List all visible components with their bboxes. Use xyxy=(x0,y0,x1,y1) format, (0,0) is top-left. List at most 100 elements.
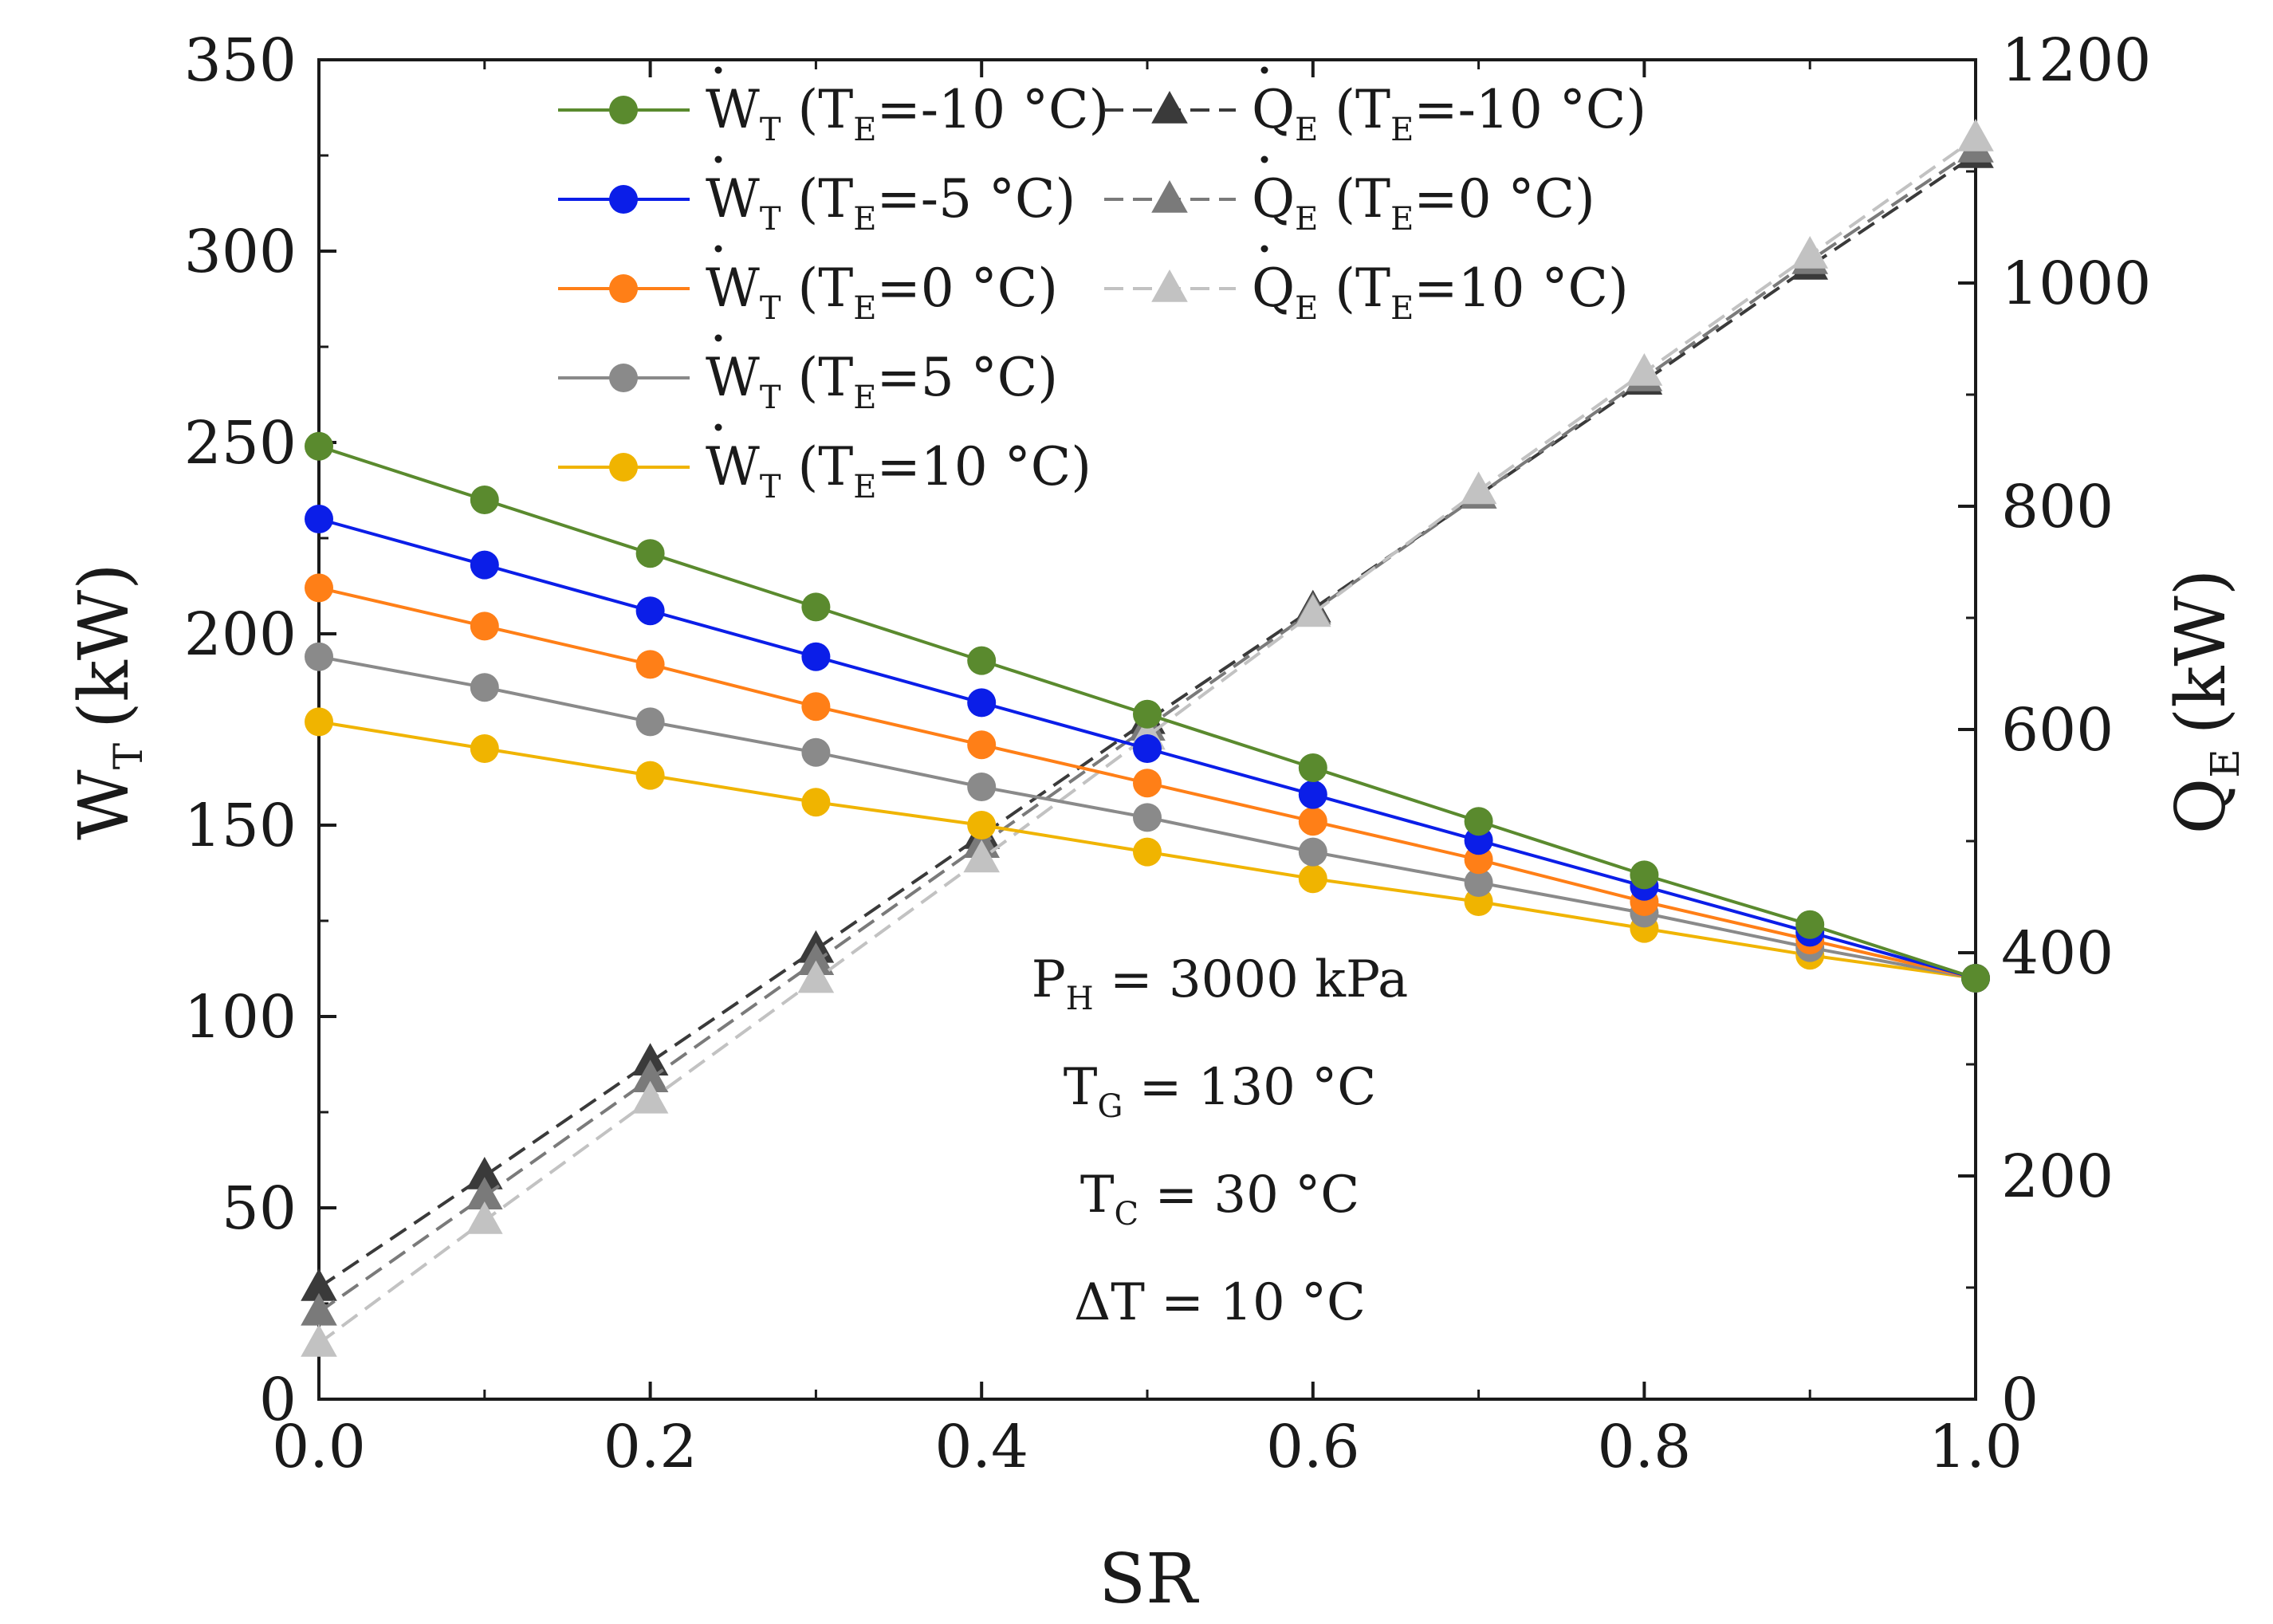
x-tick-label: 0.6 xyxy=(1266,1413,1360,1481)
legend-dot-accent xyxy=(714,155,722,163)
data-point xyxy=(301,1268,337,1301)
data-point xyxy=(1795,910,1825,939)
legend-label-part: T xyxy=(760,112,781,148)
y-left-tick-label: 250 xyxy=(184,409,297,478)
legend-marker xyxy=(609,364,638,392)
data-point xyxy=(301,1292,337,1326)
data-point xyxy=(466,1157,503,1189)
svg-text:WT(kW): WT (kW) xyxy=(65,563,151,840)
data-point xyxy=(1298,753,1327,782)
series-line xyxy=(317,153,1977,1289)
legend-label: QE (TE=10 °C) xyxy=(1252,258,1629,327)
data-point xyxy=(1957,119,1994,151)
data-point xyxy=(967,730,997,760)
data-point xyxy=(631,1080,669,1114)
legend: WT (TE=-10 °C)WT (TE=-5 °C)WT (TE=0 °C)W… xyxy=(558,66,1646,505)
legend-label-part: =10 °C) xyxy=(876,436,1091,497)
y-right-tick-label: 1200 xyxy=(2001,26,2151,95)
data-point xyxy=(470,734,499,763)
legend-dot-accent xyxy=(1260,245,1268,253)
annotation-base: P xyxy=(1032,950,1066,1009)
y-right-title-sub: E xyxy=(2202,749,2248,778)
y-right-tick-label: 400 xyxy=(2001,919,2114,988)
data-point xyxy=(305,573,333,603)
legend-entry-4: WT (TE=10 °C) xyxy=(558,423,1091,505)
legend-label-part: T xyxy=(760,379,781,416)
legend-marker xyxy=(1151,269,1188,302)
legend-label-part: =5 °C) xyxy=(876,347,1058,408)
legend-label-part: =-10 °C) xyxy=(1414,79,1646,140)
legend-label-part: E xyxy=(853,379,876,416)
legend-label-part: E xyxy=(1390,201,1414,238)
legend-label-part: E xyxy=(853,201,876,238)
data-point xyxy=(967,646,997,675)
x-tick-label: 0.0 xyxy=(272,1413,366,1481)
y-right-title-base: Q xyxy=(2161,778,2241,835)
data-point xyxy=(635,596,665,626)
legend-label-part: E xyxy=(1295,290,1318,327)
data-point xyxy=(801,788,831,817)
data-point xyxy=(466,1177,503,1209)
data-point xyxy=(635,650,665,679)
legend-label-part: E xyxy=(1295,201,1318,238)
legend-marker xyxy=(609,185,638,214)
series-3 xyxy=(305,642,1990,993)
data-point xyxy=(631,1043,669,1075)
legend-entry-2: WT (TE=0 °C) xyxy=(558,245,1058,327)
data-point xyxy=(1133,734,1162,763)
y-axis-right-title: QE (kW) xyxy=(2161,569,2248,835)
legend-dot-accent xyxy=(714,66,722,74)
y-left-title-base: W xyxy=(65,769,144,840)
legend-label-part: E xyxy=(853,112,876,148)
y-right-tick-label: 1000 xyxy=(2001,250,2151,318)
condition-annotation: PH = 3000 kPa xyxy=(1032,950,1409,1017)
data-point xyxy=(963,840,1000,873)
y-left-tick-label: 300 xyxy=(184,218,297,286)
annotation-base: T xyxy=(1080,1166,1115,1225)
legend-dot-accent xyxy=(714,334,722,342)
data-point xyxy=(1133,803,1162,832)
data-point xyxy=(301,1324,337,1357)
legend-entry-7: QE (TE=10 °C) xyxy=(1104,245,1629,327)
data-point xyxy=(1298,864,1327,894)
data-point xyxy=(470,611,499,641)
series-0 xyxy=(305,431,1990,993)
data-point xyxy=(470,673,499,702)
legend-label-part: E xyxy=(853,469,876,505)
series-1 xyxy=(305,505,1990,993)
legend-label-part: (T xyxy=(1318,168,1390,230)
legend-label-part: =0 °C) xyxy=(1414,168,1595,230)
series-layer xyxy=(301,119,1994,1357)
legend-label-part: Q xyxy=(1252,79,1295,140)
data-point xyxy=(1464,868,1493,897)
annotation-sub: C xyxy=(1115,1196,1139,1233)
data-point xyxy=(1460,471,1497,505)
legend-label-part: E xyxy=(1390,112,1414,148)
legend-label-part: T xyxy=(760,290,781,327)
y-left-tick-label: 100 xyxy=(184,983,297,1052)
legend-label-part: Q xyxy=(1252,258,1295,319)
legend-label-part: (T xyxy=(1318,79,1390,140)
y-left-tick-label: 150 xyxy=(184,792,297,860)
legend-label-part: W xyxy=(706,347,760,408)
data-point xyxy=(801,692,831,722)
legend-label-part: (T xyxy=(781,79,854,140)
svg-text:QE(kW): QE (kW) xyxy=(2161,569,2248,835)
legend-label-part: W xyxy=(706,79,760,140)
legend-entry-6: QE (TE=0 °C) xyxy=(1104,155,1595,238)
data-point xyxy=(635,761,665,790)
legend-marker xyxy=(609,96,638,124)
legend-entry-0: WT (TE=-10 °C) xyxy=(558,66,1109,148)
condition-annotation: TG = 130 °C xyxy=(1064,1058,1376,1125)
legend-label-part: (T xyxy=(1318,258,1390,319)
legend-label-part: =0 °C) xyxy=(876,258,1058,319)
legend-label: WT (TE=5 °C) xyxy=(706,347,1058,416)
data-point xyxy=(801,642,831,671)
data-point xyxy=(967,773,997,801)
data-point xyxy=(1298,807,1327,836)
data-point xyxy=(801,592,831,622)
legend-marker xyxy=(609,274,638,303)
legend-dot-accent xyxy=(1260,66,1268,74)
y-left-tick-label: 200 xyxy=(184,600,297,669)
